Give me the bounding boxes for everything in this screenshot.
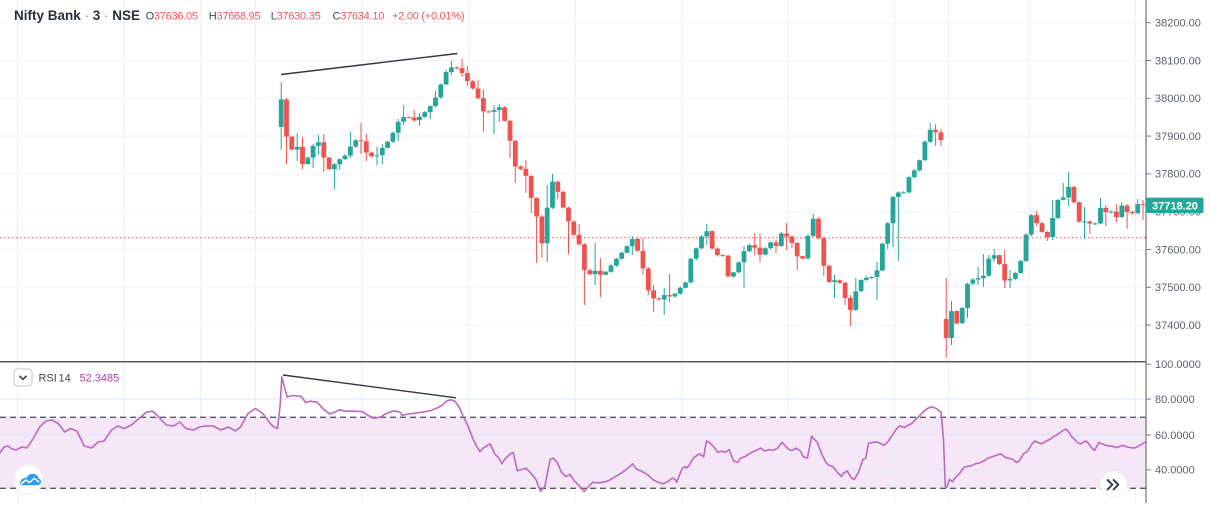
svg-text:40.0000: 40.0000 — [1155, 465, 1195, 477]
svg-text:37500.00: 37500.00 — [1155, 282, 1201, 294]
svg-text:37718.20: 37718.20 — [1152, 200, 1198, 212]
svg-text:RSI: RSI — [39, 373, 57, 385]
svg-text:37800.00: 37800.00 — [1155, 169, 1201, 181]
svg-text:100.0000: 100.0000 — [1155, 359, 1201, 371]
svg-text:C37634.10: C37634.10 — [333, 11, 385, 23]
svg-text:80.0000: 80.0000 — [1155, 394, 1195, 406]
svg-text:37600.00: 37600.00 — [1155, 244, 1201, 256]
svg-text:37400.00: 37400.00 — [1155, 320, 1201, 332]
svg-text:38200.00: 38200.00 — [1155, 18, 1201, 30]
svg-text:60.0000: 60.0000 — [1155, 430, 1195, 442]
svg-text:H37668.95: H37668.95 — [209, 11, 261, 23]
svg-text:Nifty Bank · 3 · NSE: Nifty Bank · 3 · NSE — [14, 8, 140, 23]
svg-text:38100.00: 38100.00 — [1155, 55, 1201, 67]
svg-text:38000.00: 38000.00 — [1155, 93, 1201, 105]
svg-text:37900.00: 37900.00 — [1155, 131, 1201, 143]
svg-text:52.3485: 52.3485 — [80, 373, 120, 385]
svg-text:+2.00 (+0.01%): +2.00 (+0.01%) — [392, 11, 464, 23]
svg-text:O37636.05: O37636.05 — [146, 11, 198, 23]
svg-text:14: 14 — [59, 373, 71, 385]
svg-text:L37630.35: L37630.35 — [271, 11, 321, 23]
